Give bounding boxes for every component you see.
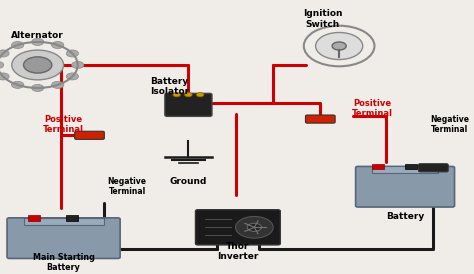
Circle shape — [173, 93, 181, 97]
Text: Ignition
Switch: Ignition Switch — [303, 9, 342, 29]
FancyBboxPatch shape — [75, 131, 104, 139]
Text: Thor
Inverter: Thor Inverter — [217, 242, 258, 261]
Text: Ground: Ground — [170, 177, 207, 186]
Text: Positive
Terminal: Positive Terminal — [43, 115, 84, 134]
Text: Main Starting
Battery: Main Starting Battery — [33, 253, 94, 272]
Circle shape — [236, 216, 273, 238]
Text: Negative
Terminal: Negative Terminal — [430, 115, 469, 134]
Circle shape — [66, 73, 79, 80]
Circle shape — [52, 81, 64, 89]
Circle shape — [11, 42, 24, 48]
FancyBboxPatch shape — [356, 166, 455, 207]
Circle shape — [316, 33, 363, 59]
Text: Negative
Terminal: Negative Terminal — [108, 177, 146, 196]
Circle shape — [332, 42, 346, 50]
Circle shape — [32, 38, 44, 45]
Circle shape — [11, 81, 24, 89]
Circle shape — [185, 93, 192, 97]
Circle shape — [24, 57, 52, 73]
FancyBboxPatch shape — [7, 218, 120, 258]
Bar — [28, 215, 40, 221]
Circle shape — [0, 50, 9, 57]
Bar — [24, 218, 104, 225]
Text: Alternator: Alternator — [11, 31, 64, 40]
Bar — [405, 164, 417, 169]
Circle shape — [0, 73, 9, 80]
Circle shape — [66, 50, 79, 57]
Text: Positive
Terminal: Positive Terminal — [352, 99, 392, 118]
Circle shape — [247, 223, 262, 231]
FancyBboxPatch shape — [195, 210, 280, 245]
Circle shape — [32, 84, 44, 92]
Text: Battery: Battery — [386, 212, 424, 221]
Circle shape — [196, 93, 204, 97]
Circle shape — [12, 50, 64, 80]
Circle shape — [0, 61, 4, 68]
Bar — [372, 164, 384, 169]
Circle shape — [52, 42, 64, 48]
FancyBboxPatch shape — [305, 115, 335, 123]
Text: Battery
Isolator: Battery Isolator — [150, 77, 189, 96]
Bar — [66, 215, 78, 221]
Bar — [372, 166, 438, 173]
FancyBboxPatch shape — [165, 93, 212, 116]
FancyBboxPatch shape — [419, 164, 448, 172]
Circle shape — [72, 61, 84, 68]
